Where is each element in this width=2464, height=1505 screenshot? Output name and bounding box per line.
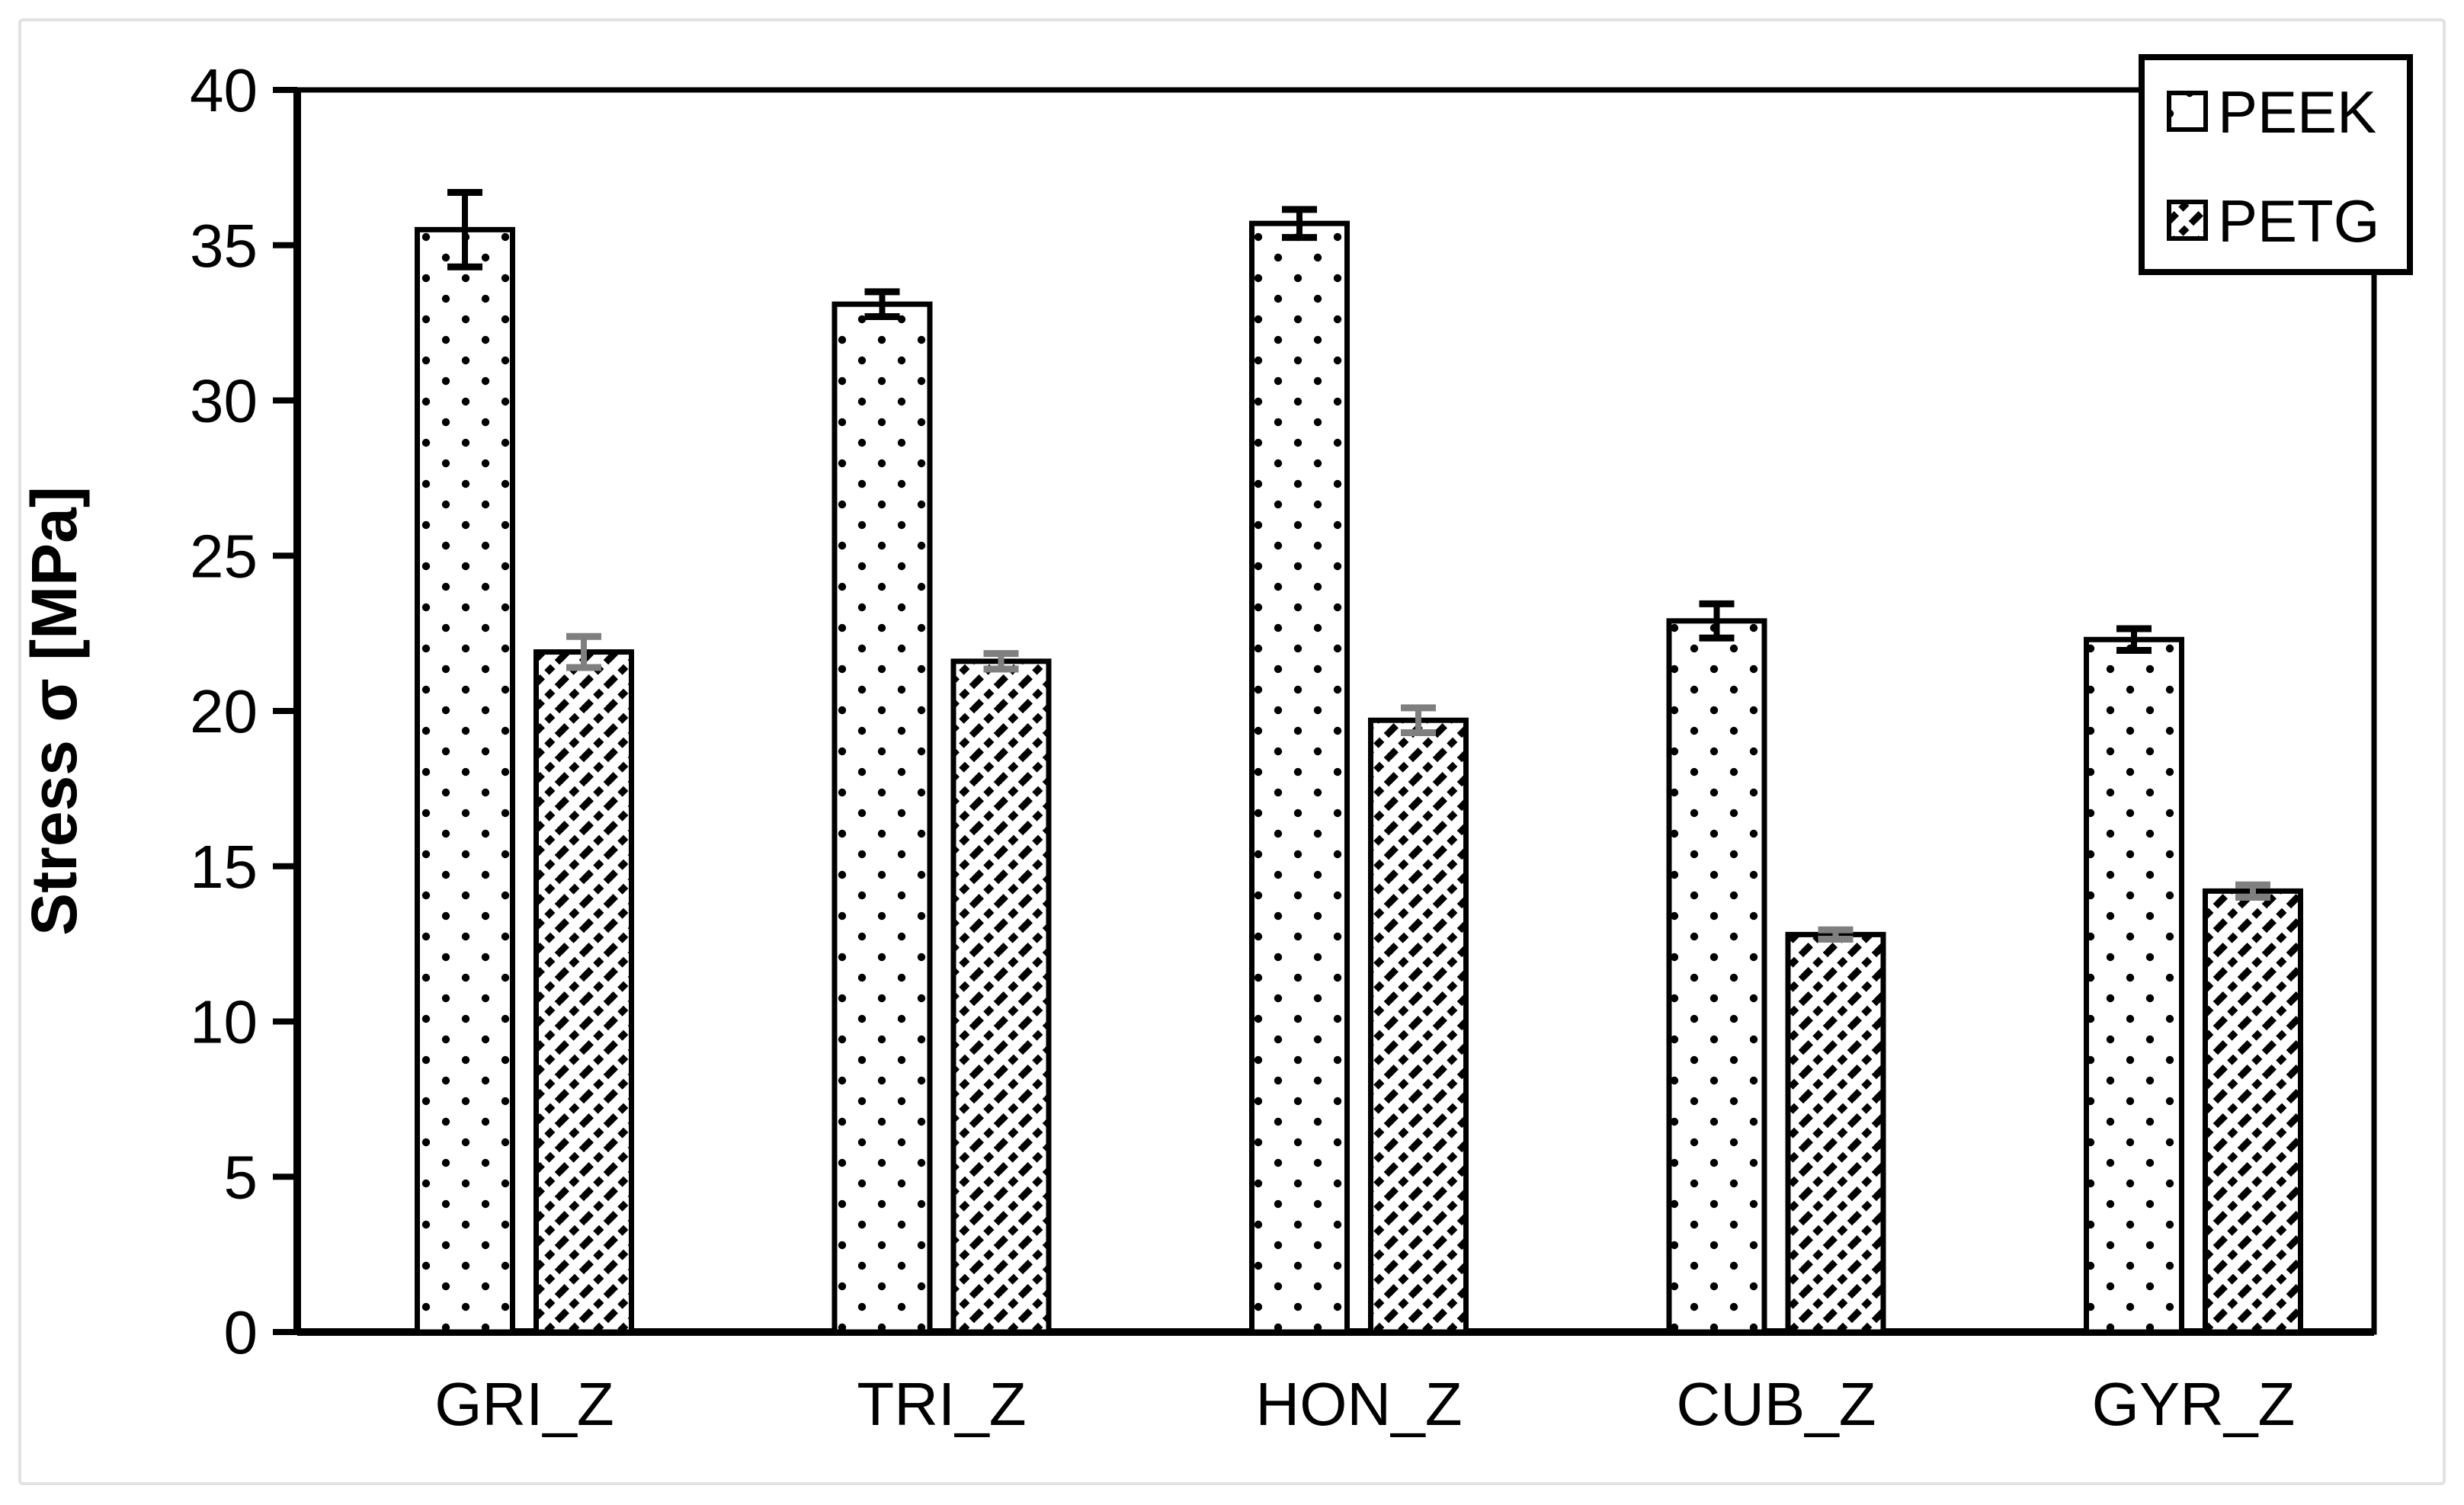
bar-petg-cub_z <box>1785 931 1886 1335</box>
x-category-label: TRI_Z <box>857 1370 1026 1438</box>
bar-petg-gri_z <box>533 649 634 1335</box>
x-category-labels: GRI_Z TRI_Z HON_Z CUB_Z GYR_Z <box>434 1370 2295 1438</box>
bars <box>415 220 2303 1335</box>
y-tick-label: 15 <box>190 833 258 901</box>
error-bars <box>447 188 2270 943</box>
bar-peek-gri_z <box>415 226 515 1335</box>
y-tick-label: 25 <box>190 522 258 590</box>
bar-petg-tri_z <box>950 658 1052 1335</box>
bar-petg-hon_z <box>1368 717 1469 1335</box>
y-tick-label: 20 <box>190 677 258 745</box>
bar-petg-gyr_z <box>2203 888 2303 1335</box>
x-category-label: CUB_Z <box>1676 1370 1876 1438</box>
bar-peek-hon_z <box>1249 220 1350 1335</box>
y-tick-label: 30 <box>190 367 258 435</box>
y-tick-label: 40 <box>190 56 258 124</box>
legend-label-peek: PEEK <box>2218 78 2376 146</box>
legend-label-petg: PETG <box>2218 187 2379 255</box>
x-category-label: GRI_Z <box>434 1370 614 1438</box>
y-axis-ticks: 0 5 10 15 20 25 30 35 40 <box>190 56 297 1366</box>
y-tick-label: 0 <box>224 1298 258 1366</box>
y-tick-label: 10 <box>190 988 258 1056</box>
bar-peek-tri_z <box>831 301 933 1335</box>
x-category-label: GYR_Z <box>2092 1370 2296 1438</box>
x-category-label: HON_Z <box>1255 1370 1462 1438</box>
y-tick-label: 5 <box>224 1143 258 1211</box>
y-tick-label: 35 <box>190 212 258 280</box>
bar-peek-cub_z <box>1666 618 1767 1335</box>
y-axis-title: Stress σ [MPa] <box>18 486 90 936</box>
legend-swatch-peek <box>2167 91 2208 132</box>
bar-peek-gyr_z <box>2084 636 2184 1335</box>
legend: PEEK PETG <box>2139 54 2413 275</box>
legend-swatch-petg <box>2167 200 2208 241</box>
